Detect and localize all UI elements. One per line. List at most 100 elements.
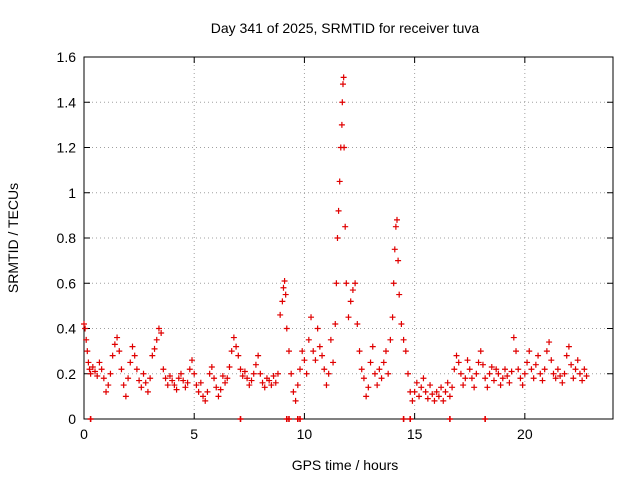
data-point bbox=[321, 366, 328, 373]
data-point bbox=[493, 366, 500, 373]
data-point bbox=[347, 298, 354, 305]
data-point bbox=[389, 314, 396, 321]
x-tick-label: 20 bbox=[517, 426, 533, 442]
data-point bbox=[138, 384, 145, 391]
data-point bbox=[222, 379, 229, 386]
data-point bbox=[431, 397, 438, 404]
data-point bbox=[504, 373, 511, 380]
data-point bbox=[521, 370, 528, 377]
data-point bbox=[186, 366, 193, 373]
data-point bbox=[288, 370, 295, 377]
data-point-zero bbox=[297, 416, 304, 422]
data-point bbox=[546, 339, 553, 346]
data-point bbox=[400, 336, 407, 343]
data-point bbox=[568, 361, 575, 368]
y-axis: 0 0.2 0.4 0.6 0.8 1 1.2 1.4 1.6 bbox=[57, 49, 613, 427]
data-point bbox=[449, 384, 456, 391]
data-point bbox=[200, 393, 207, 400]
data-point bbox=[241, 368, 248, 375]
data-point bbox=[297, 366, 304, 373]
data-point bbox=[532, 361, 539, 368]
y-tick-label: 0.8 bbox=[57, 230, 77, 246]
data-point bbox=[427, 382, 434, 389]
data-point bbox=[224, 375, 231, 382]
data-point bbox=[365, 384, 372, 391]
data-point bbox=[105, 382, 112, 389]
data-point bbox=[162, 375, 169, 382]
data-point bbox=[477, 348, 484, 355]
data-point bbox=[506, 379, 513, 386]
data-point bbox=[228, 348, 235, 355]
data-point bbox=[248, 377, 255, 384]
data-point bbox=[385, 370, 392, 377]
data-point bbox=[171, 382, 178, 389]
data-point bbox=[396, 291, 403, 298]
data-point bbox=[345, 314, 352, 321]
data-point bbox=[451, 366, 458, 373]
data-point bbox=[339, 81, 346, 88]
data-point bbox=[413, 379, 420, 386]
data-point bbox=[160, 366, 167, 373]
data-point bbox=[508, 368, 515, 375]
data-point bbox=[125, 375, 132, 382]
data-point bbox=[391, 246, 398, 253]
data-point bbox=[409, 397, 416, 404]
data-point bbox=[155, 325, 162, 332]
data-point bbox=[339, 99, 346, 106]
data-point bbox=[98, 366, 105, 373]
data-point bbox=[197, 379, 204, 386]
data-point-zero bbox=[237, 416, 244, 422]
data-point bbox=[395, 257, 402, 264]
data-point bbox=[358, 366, 365, 373]
data-point bbox=[151, 345, 158, 352]
data-point bbox=[554, 366, 561, 373]
data-point bbox=[402, 348, 409, 355]
data-point bbox=[107, 370, 114, 377]
data-point bbox=[290, 388, 297, 395]
data-point bbox=[390, 280, 397, 287]
data-point bbox=[393, 216, 400, 223]
data-series-srmtid bbox=[81, 74, 590, 422]
data-point bbox=[166, 373, 173, 380]
data-point bbox=[574, 357, 581, 364]
data-point bbox=[541, 366, 548, 373]
data-point bbox=[257, 370, 264, 377]
data-point bbox=[292, 397, 299, 404]
data-point bbox=[510, 334, 517, 341]
data-point bbox=[299, 348, 306, 355]
data-point bbox=[327, 336, 334, 343]
data-point bbox=[182, 384, 189, 391]
data-point bbox=[96, 359, 103, 366]
data-point bbox=[213, 384, 220, 391]
data-point bbox=[374, 382, 381, 389]
data-point bbox=[308, 314, 315, 321]
data-point bbox=[559, 379, 566, 386]
data-point bbox=[446, 393, 453, 400]
data-point bbox=[316, 343, 323, 350]
data-point bbox=[444, 379, 451, 386]
data-point bbox=[466, 366, 473, 373]
data-point bbox=[118, 366, 125, 373]
data-point bbox=[195, 388, 202, 395]
data-point bbox=[526, 348, 533, 355]
data-point bbox=[175, 375, 182, 382]
data-point bbox=[144, 388, 151, 395]
data-point bbox=[206, 370, 213, 377]
data-point bbox=[490, 377, 497, 384]
data-point bbox=[217, 386, 224, 393]
data-point bbox=[184, 379, 191, 386]
x-tick-label: 10 bbox=[297, 426, 313, 442]
data-point bbox=[261, 384, 268, 391]
data-point bbox=[343, 280, 350, 287]
data-point bbox=[294, 382, 301, 389]
data-point bbox=[274, 370, 281, 377]
data-point bbox=[530, 375, 537, 382]
data-point bbox=[202, 397, 209, 404]
data-point bbox=[314, 325, 321, 332]
data-point bbox=[94, 373, 101, 380]
data-point bbox=[475, 359, 482, 366]
data-point bbox=[111, 341, 118, 348]
data-point bbox=[543, 348, 550, 355]
data-point bbox=[552, 375, 559, 382]
data-point bbox=[335, 207, 342, 214]
